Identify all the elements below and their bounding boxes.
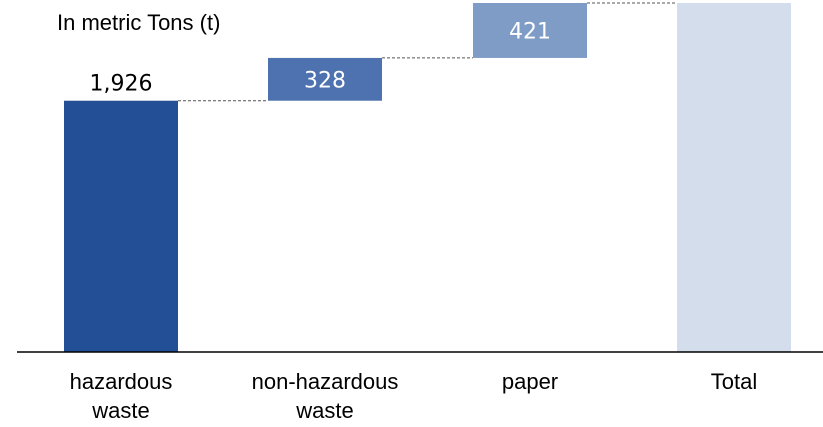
data-label-hazardous-waste: 1,926 <box>90 72 153 97</box>
bar-hazardous-waste <box>64 100 178 352</box>
data-labels: 1,926 328 421 <box>90 19 551 96</box>
x-tick-labels: hazardous waste non-hazardous waste paper Tot… <box>70 369 758 423</box>
x-tick-label-hazardous-waste: hazardous waste <box>70 369 173 423</box>
data-label-non-hazardous-waste: 328 <box>304 68 346 93</box>
data-label-paper: 421 <box>509 19 551 44</box>
bars <box>64 3 791 352</box>
connector-lines <box>178 2 677 102</box>
x-tick-label-total: Total <box>711 369 757 394</box>
x-tick-label-paper: paper <box>502 369 558 394</box>
bar-total <box>677 3 791 352</box>
bar-non-hazardous-waste <box>268 57 382 101</box>
x-tick-label-non-hazardous-waste: non-hazardous waste <box>252 369 399 423</box>
bar-paper <box>473 3 587 58</box>
unit-label: In metric Tons (t) <box>57 10 221 35</box>
